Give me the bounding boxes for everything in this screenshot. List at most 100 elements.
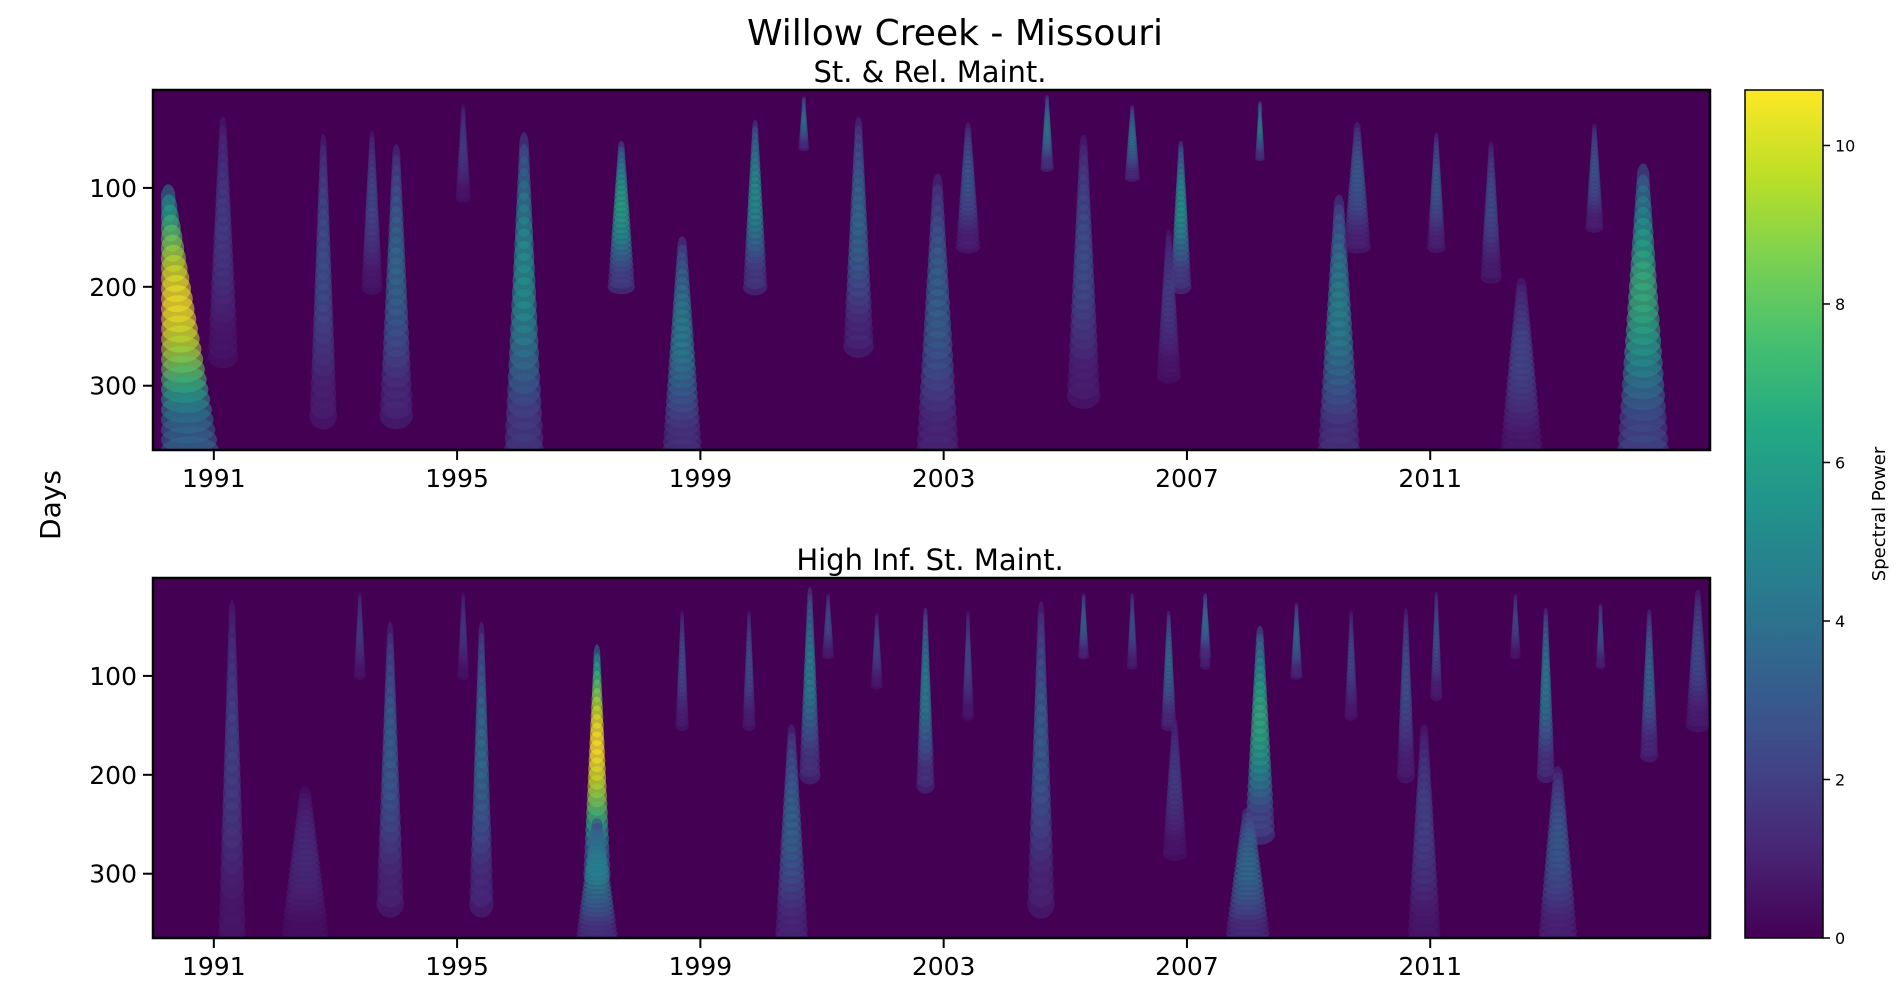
heatmap-blob xyxy=(376,621,404,918)
panel-bottom: High Inf. St. Maint. 1991 1995 1999 2003 200… xyxy=(89,543,1712,981)
heatmap-blob xyxy=(870,612,883,690)
heatmap-blob xyxy=(1538,766,1578,938)
heatmap-cell xyxy=(607,279,636,295)
y-tick-label: 200 xyxy=(89,273,137,302)
heatmap-blob xyxy=(1124,105,1140,182)
heatmap-blob xyxy=(280,786,330,938)
heatmap-blob xyxy=(1407,724,1441,938)
colorbar-gradient xyxy=(1744,89,1824,939)
heatmap-cell xyxy=(742,278,768,296)
y-tick-label: 100 xyxy=(89,662,137,691)
heatmap-cell xyxy=(799,765,821,785)
heatmap-blob xyxy=(1027,601,1055,919)
heatmap-cell xyxy=(161,436,219,450)
heatmap-cell xyxy=(774,927,809,938)
heatmap-cell xyxy=(1224,931,1271,938)
heatmap-cell xyxy=(1078,652,1090,660)
heatmap-blob xyxy=(1344,611,1358,721)
colorbar-tick-label: 0 xyxy=(1835,929,1845,948)
y-tick-label: 200 xyxy=(89,761,137,790)
heatmap-cell xyxy=(1500,441,1543,450)
heatmap-cell xyxy=(309,401,337,430)
x-tick-label: 2007 xyxy=(1155,952,1219,981)
heatmap-cell xyxy=(504,433,544,450)
heatmap-blob xyxy=(575,818,619,938)
heatmap-cell xyxy=(1255,155,1265,162)
heatmap-blob xyxy=(799,587,821,785)
heatmap-blob xyxy=(1427,132,1446,254)
heatmap-cell xyxy=(575,931,619,938)
heatmap-blob xyxy=(457,592,470,681)
heatmap-cell xyxy=(1396,766,1416,784)
heatmap-cell xyxy=(1585,222,1604,233)
heatmap-blob xyxy=(207,116,239,369)
heatmap-cell xyxy=(870,682,883,690)
heatmap-blob xyxy=(160,184,219,450)
heatmap-blob xyxy=(916,173,959,450)
heatmap-blob xyxy=(1078,593,1090,660)
x-tick-label: 1991 xyxy=(182,464,246,493)
heatmap-cell xyxy=(1617,435,1669,450)
heatmap-cell xyxy=(955,240,981,254)
heatmap-blob xyxy=(822,593,835,660)
heatmap-blob xyxy=(1255,100,1265,162)
heatmap-blob xyxy=(1162,718,1187,861)
panel-top-title: St. & Rel. Maint. xyxy=(813,55,1046,89)
heatmap-cell xyxy=(662,439,702,450)
heatmap-blob xyxy=(469,621,494,918)
heatmap-cell xyxy=(1199,652,1212,660)
heatmap-cell xyxy=(1430,690,1443,702)
heatmap-cell xyxy=(916,775,935,794)
heatmap-blob xyxy=(1500,278,1543,450)
colorbar-tick-label: 4 xyxy=(1835,612,1845,631)
heatmap-blob xyxy=(675,610,689,732)
heatmap-cell xyxy=(1066,382,1101,409)
heatmap-cell xyxy=(1407,927,1441,938)
heatmap-blob xyxy=(1317,194,1361,450)
heatmap-cell xyxy=(207,343,239,369)
panel-bottom-y-ticks: 100 200 300 xyxy=(89,662,153,889)
panel-bottom-title: High Inf. St. Maint. xyxy=(796,543,1063,577)
heatmap-cell xyxy=(798,145,810,152)
x-tick-label: 1991 xyxy=(182,952,246,981)
panel-top-y-ticks: 100 200 300 xyxy=(89,174,153,401)
heatmap-cell xyxy=(1595,662,1606,670)
heatmap-blob xyxy=(955,122,981,254)
heatmap-cell xyxy=(1317,436,1361,450)
heatmap-cell xyxy=(1290,672,1303,680)
heatmap-blob xyxy=(742,610,756,732)
heatmap-blob xyxy=(1430,591,1443,702)
y-tick-label: 300 xyxy=(89,860,137,889)
heatmap-cell xyxy=(280,930,330,938)
x-tick-label: 2011 xyxy=(1398,952,1462,981)
heatmap-blob xyxy=(1595,603,1606,670)
heatmap-cell xyxy=(1538,929,1578,938)
heatmap-cell xyxy=(1509,652,1521,660)
x-tick-label: 1995 xyxy=(425,952,489,981)
heatmap-blob xyxy=(916,607,935,794)
heatmap-blob xyxy=(1480,141,1502,284)
colorbar-tick-label: 8 xyxy=(1835,295,1845,314)
panel-bottom-frame xyxy=(151,576,1712,940)
heatmap-blob xyxy=(843,116,874,358)
heatmap-cell xyxy=(1536,766,1555,784)
heatmap-cell xyxy=(961,710,975,721)
heatmap-cell xyxy=(742,719,756,732)
heatmap-blob xyxy=(218,599,246,938)
heatmap-cell xyxy=(675,719,689,732)
heatmap-cell xyxy=(1040,164,1054,172)
colorbar-tick-label: 2 xyxy=(1835,770,1845,789)
heatmap-blob xyxy=(1396,608,1416,784)
heatmap-blob xyxy=(353,592,366,681)
heatmap-blob xyxy=(1617,163,1669,450)
heatmap-blob xyxy=(1290,602,1303,680)
heatmap-blob xyxy=(1509,593,1521,660)
heatmap-blob xyxy=(1585,123,1604,233)
panel-top: St. & Rel. Maint. 1991 1995 1999 2003 2007 20… xyxy=(89,55,1712,493)
heatmap-blob xyxy=(1126,593,1138,670)
heatmap-cell xyxy=(1199,662,1211,670)
heatmap-cell xyxy=(455,193,471,203)
y-tick-label: 300 xyxy=(89,372,137,401)
heatmap-blob xyxy=(798,96,810,152)
